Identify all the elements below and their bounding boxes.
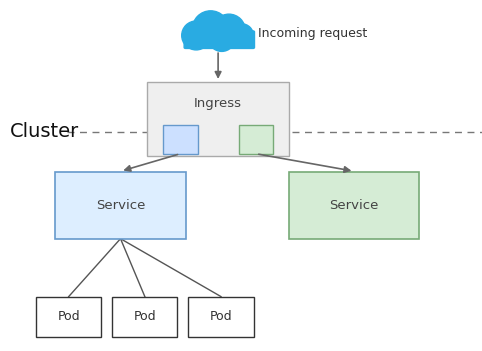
Text: Incoming request: Incoming request (258, 27, 367, 40)
FancyBboxPatch shape (163, 125, 198, 154)
Ellipse shape (208, 25, 235, 51)
Ellipse shape (192, 11, 229, 47)
Text: Pod: Pod (210, 310, 232, 323)
Ellipse shape (213, 14, 245, 47)
Text: Cluster: Cluster (10, 122, 79, 141)
Text: Pod: Pod (134, 310, 156, 323)
Ellipse shape (182, 21, 211, 50)
Text: Service: Service (330, 199, 379, 212)
FancyBboxPatch shape (239, 125, 273, 154)
FancyBboxPatch shape (184, 31, 254, 48)
Ellipse shape (229, 24, 254, 48)
Text: Service: Service (96, 199, 145, 212)
FancyBboxPatch shape (289, 172, 419, 239)
Text: Pod: Pod (57, 310, 80, 323)
Text: Ingress: Ingress (194, 97, 242, 110)
FancyBboxPatch shape (112, 297, 177, 337)
FancyBboxPatch shape (55, 172, 186, 239)
FancyBboxPatch shape (188, 297, 254, 337)
FancyBboxPatch shape (36, 297, 101, 337)
FancyBboxPatch shape (147, 82, 289, 156)
